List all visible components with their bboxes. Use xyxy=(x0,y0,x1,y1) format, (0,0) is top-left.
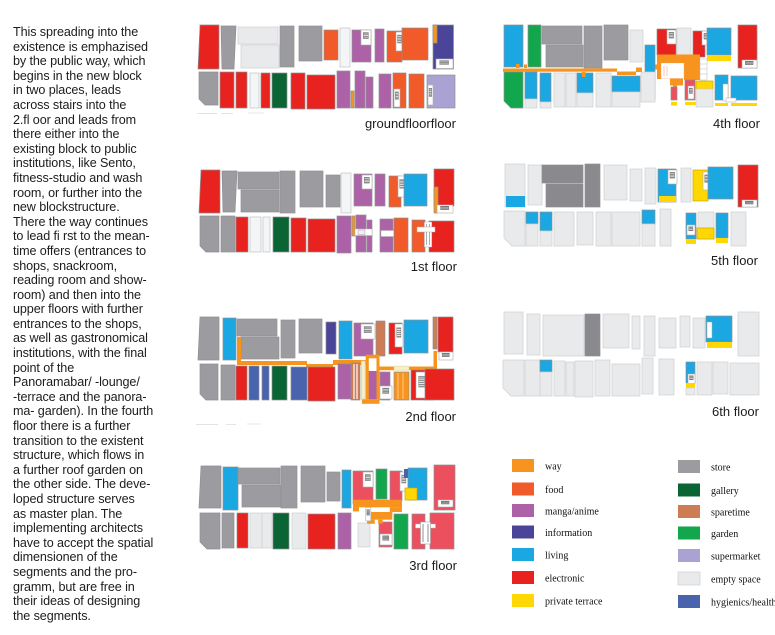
svg-text:garden: garden xyxy=(711,529,738,540)
svg-text:information: information xyxy=(545,528,592,539)
svg-text:private terrace: private terrace xyxy=(545,597,603,608)
svg-text:hygienics/health: hygienics/health xyxy=(711,598,775,609)
svg-text:sparetime: sparetime xyxy=(711,508,750,519)
svg-text:gallery: gallery xyxy=(711,486,739,497)
svg-text:way: way xyxy=(545,462,562,473)
svg-text:empty space: empty space xyxy=(711,575,761,586)
svg-text:supermarket: supermarket xyxy=(711,552,761,563)
svg-text:food: food xyxy=(545,485,563,496)
svg-text:manga/anime: manga/anime xyxy=(545,507,599,518)
svg-text:store: store xyxy=(711,463,731,474)
svg-text:electronic: electronic xyxy=(545,574,585,585)
svg-text:living: living xyxy=(545,551,568,562)
